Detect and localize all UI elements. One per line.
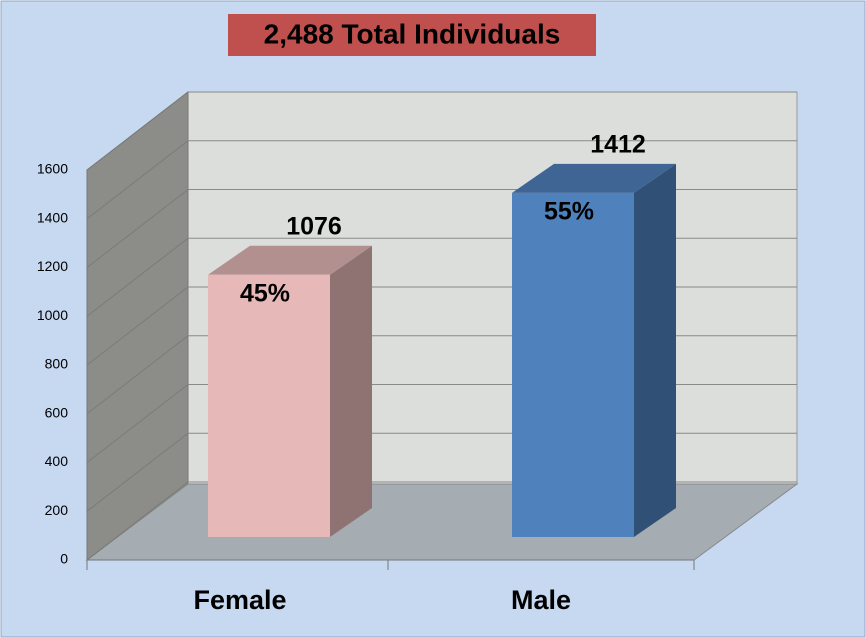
bar-side (330, 245, 372, 537)
bars: 1076 45% 1412 55% (208, 130, 676, 537)
bar-top (208, 245, 372, 275)
y-tick-label: 1000 (37, 307, 68, 323)
share-label: 45% (240, 279, 290, 307)
grid-line-side (86, 237, 189, 317)
bar (512, 192, 634, 537)
y-tick-label: 200 (45, 502, 69, 518)
grid-line-side (86, 286, 189, 366)
y-tick-label: 600 (45, 404, 69, 420)
floor (85, 483, 799, 561)
title-box (228, 14, 596, 56)
value-label: 1412 (590, 130, 646, 158)
x-tick-label: Male (511, 585, 571, 615)
y-tick-label: 1400 (37, 209, 68, 225)
y-tick-label: 0 (60, 551, 68, 567)
value-label: 1076 (286, 212, 342, 240)
y-tick-label: 1600 (37, 161, 68, 177)
grid-line-side (86, 384, 189, 463)
grid-line-side (86, 481, 189, 561)
bar-top (512, 163, 676, 193)
grid-line-side (86, 91, 189, 171)
x-tick-label: Female (193, 585, 286, 615)
grid-line-side (86, 140, 189, 220)
grid-line-side (86, 335, 189, 415)
chart-title: 2,488 Total Individuals (264, 18, 561, 49)
bar (208, 274, 330, 537)
grid-line-side (86, 189, 189, 268)
share-label: 55% (544, 197, 594, 225)
grid-line-side (86, 432, 189, 512)
y-tick-label: 800 (45, 356, 69, 372)
y-tick-label: 400 (45, 453, 69, 469)
y-tick-label: 1200 (37, 258, 68, 274)
bar-side (634, 163, 676, 537)
